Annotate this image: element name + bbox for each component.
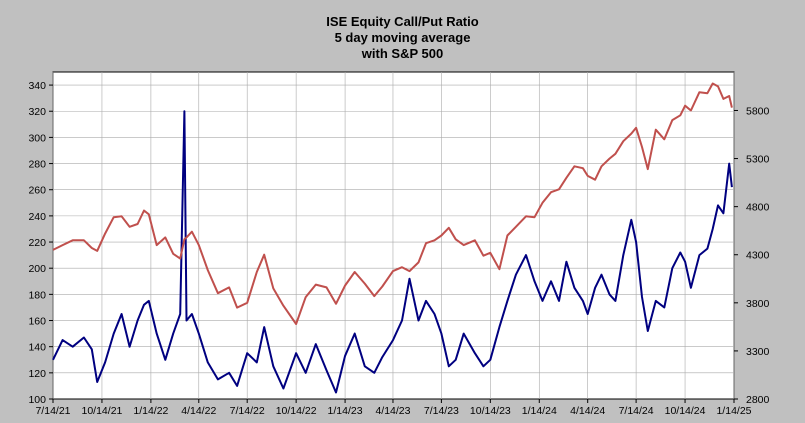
right-axis-tick-label: 3800 xyxy=(746,298,770,310)
chart-title-line-3: with S&P 500 xyxy=(361,46,444,61)
sp500-line xyxy=(52,82,733,325)
plot-area xyxy=(52,71,735,400)
left-axis-tick-label: 220 xyxy=(28,237,46,249)
x-axis-tick-label: 7/14/22 xyxy=(230,405,265,417)
x-axis-tick-label: 10/14/24 xyxy=(665,405,706,417)
right-axis-tick-label: 5300 xyxy=(746,154,770,166)
grid-lines xyxy=(52,72,735,399)
x-axis-tick-label: 4/14/22 xyxy=(181,405,216,417)
x-axis-tick-label: 7/14/23 xyxy=(424,405,459,417)
x-axis-tick-label: 1/14/24 xyxy=(522,405,557,417)
right-axis-tick-label: 3300 xyxy=(746,346,770,358)
chart-title-line-2: 5 day moving average xyxy=(334,30,471,45)
call-put-ratio-line xyxy=(52,110,733,394)
x-axis-tick-label: 7/14/24 xyxy=(619,405,654,417)
right-axis-tick-label: 4800 xyxy=(746,202,770,214)
right-axis-tick-label: 2800 xyxy=(746,394,770,406)
left-axis-tick-label: 240 xyxy=(28,211,46,223)
x-axis-tick-label: 1/14/23 xyxy=(328,405,363,417)
left-axis-tick-label: 160 xyxy=(28,316,46,328)
chart-title: ISE Equity Call/Put Ratio 5 day moving a… xyxy=(0,14,805,62)
x-axis-tick-label: 7/14/21 xyxy=(35,405,70,417)
left-axis-tick-label: 300 xyxy=(28,132,46,144)
x-axis-tick-label: 1/14/25 xyxy=(716,405,751,417)
left-axis-tick-label: 280 xyxy=(28,159,46,171)
x-axis-tick-label: 10/14/21 xyxy=(82,405,123,417)
left-axis-tick-label: 180 xyxy=(28,289,46,301)
left-axis-tick-label: 260 xyxy=(28,185,46,197)
right-axis-tick-label: 4300 xyxy=(746,250,770,262)
left-axis-tick-label: 140 xyxy=(28,342,46,354)
axes: 100 120 140 160 180 200 220 240 260 280 300 320 340 2… xyxy=(28,80,769,417)
x-axis-tick-label: 1/14/22 xyxy=(133,405,168,417)
x-axis-tick-label: 4/14/23 xyxy=(375,405,410,417)
chart-title-line-1: ISE Equity Call/Put Ratio xyxy=(326,14,479,29)
left-axis-tick-label: 340 xyxy=(28,80,46,92)
x-axis-tick-label: 10/14/22 xyxy=(276,405,317,417)
left-axis-tick-label: 320 xyxy=(28,106,46,118)
left-axis-tick-label: 200 xyxy=(28,263,46,275)
series-lines xyxy=(52,82,733,394)
x-axis-tick-label: 4/14/24 xyxy=(570,405,605,417)
right-axis-tick-label: 5800 xyxy=(746,105,770,117)
left-axis-tick-label: 120 xyxy=(28,368,46,380)
x-axis-tick-label: 10/14/23 xyxy=(470,405,511,417)
left-axis-tick-label: 100 xyxy=(28,394,46,406)
